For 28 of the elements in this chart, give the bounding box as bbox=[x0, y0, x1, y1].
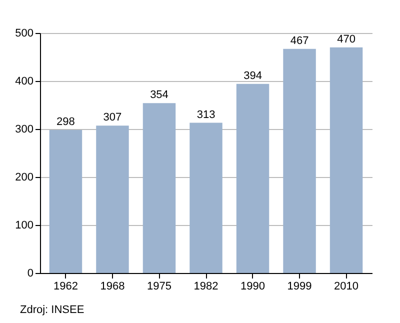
text: Zdroj: INSEE bbox=[20, 304, 84, 316]
data-label: 354 bbox=[150, 89, 168, 102]
y-tick-label: 100 bbox=[15, 220, 34, 232]
data-label: 394 bbox=[244, 70, 262, 82]
bar bbox=[96, 126, 129, 273]
data-label: 470 bbox=[337, 33, 356, 46]
bar bbox=[49, 130, 82, 273]
bar bbox=[330, 47, 363, 273]
data-label: 467 bbox=[290, 34, 309, 47]
x-tick-label: 1990 bbox=[240, 280, 266, 292]
x-tick-label: 1982 bbox=[194, 280, 218, 292]
x-tick-label: 1975 bbox=[146, 280, 172, 292]
x-tick-label: 1962 bbox=[53, 280, 78, 292]
y-tick-label: 400 bbox=[15, 76, 34, 88]
y-tick-label: 500 bbox=[15, 28, 34, 40]
bar bbox=[142, 103, 176, 273]
x-tick-label: 1999 bbox=[287, 280, 312, 292]
x-tick-label: 2010 bbox=[334, 280, 359, 292]
y-tick-label: 200 bbox=[15, 172, 34, 184]
y-tick-label: 0 bbox=[27, 268, 34, 280]
data-label: 313 bbox=[196, 108, 216, 121]
y-tick-label: 300 bbox=[15, 124, 34, 136]
bar bbox=[236, 84, 270, 273]
data-label: 298 bbox=[56, 116, 75, 128]
bar bbox=[283, 48, 316, 273]
data-label: 307 bbox=[103, 112, 122, 124]
x-tick-label: 1968 bbox=[100, 280, 125, 292]
bar bbox=[190, 122, 222, 273]
